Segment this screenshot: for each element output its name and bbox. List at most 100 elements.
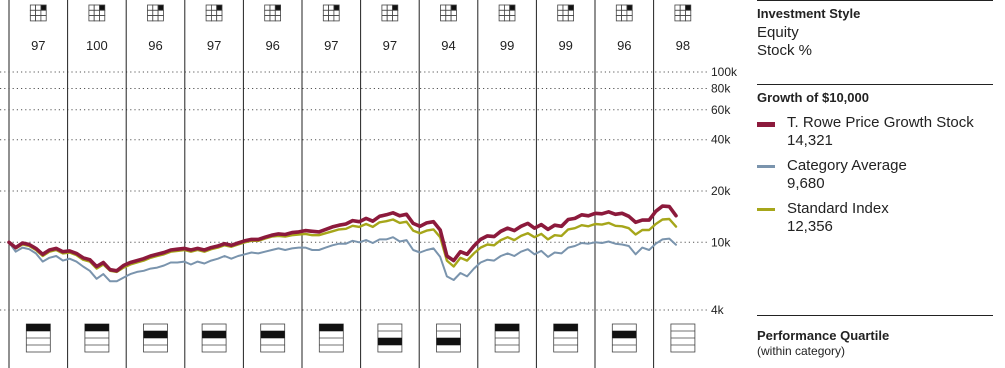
stock-pct-value: 97 [383,38,397,53]
stock-pct-value: 97 [31,38,45,53]
legend-value: 12,356 [787,218,833,235]
style-box-cell [40,4,47,11]
style-box-cell [509,4,516,11]
quartile-row [25,323,696,353]
series-line [8,236,677,283]
style-box-cell [685,15,692,22]
legend-item-growth-stock: T. Rowe Price Growth Stock 14,321 [757,114,993,150]
style-box-cell [99,15,106,22]
stock-pct-value: 98 [676,38,690,53]
style-box-cell [269,15,276,22]
quartile-subtitle: (within category) [757,344,846,358]
style-box-cell [147,15,154,22]
period-dividers [8,0,655,368]
style-box-cell [562,4,569,11]
quartile-filled [84,324,109,331]
style-box-cell [274,15,281,22]
style-box-cell [450,15,457,22]
stock-pct-value: 99 [558,38,572,53]
style-box-cell [445,15,452,22]
style-box-cell [88,15,95,22]
style-box-cell [392,15,399,22]
style-box-cell [685,9,692,17]
style-box-icon [381,4,399,22]
stock-pct-value: 97 [324,38,338,53]
quartile-icon [553,323,579,353]
stock-pct-value: 96 [148,38,162,53]
style-box-cell [147,4,154,11]
style-box-cell [567,9,574,17]
investment-style-title: Investment Style [757,6,861,21]
style-box-cell [679,15,686,22]
style-box-cell [29,4,36,11]
style-box-cell [29,9,36,17]
style-box-cell [210,9,218,17]
style-box-cell [328,9,335,17]
style-box-cell [386,9,393,17]
chart-series-lines [7,204,678,283]
legend-name: Standard Index [787,200,889,217]
style-box-cell [557,9,564,17]
style-box-cell [626,15,633,22]
style-box-cell [264,15,271,22]
style-box-icon [615,4,633,22]
style-box-cell [440,15,447,22]
y-tick-label: 80k [711,81,731,95]
style-box-cell [322,9,329,17]
style-box-cell [626,4,633,11]
style-box-cell [216,4,223,11]
style-box-cell [269,9,276,17]
style-box-cell [216,9,223,17]
quartile-icon [494,323,520,353]
style-box-cell [621,9,628,17]
style-box-cell [450,4,457,11]
section-divider [757,315,993,316]
stock-pct-value: 99 [500,38,514,53]
style-box-icon [29,4,47,22]
quartile-icon [260,323,286,353]
style-box-cell [679,9,686,17]
quartile-icon [25,323,51,353]
style-box-cell [615,4,622,11]
style-box-cell [503,15,511,22]
style-box-cell [35,15,42,22]
style-box-cell [386,15,393,22]
style-box-cell [147,9,154,17]
style-box-cell [328,15,335,22]
style-box-icon [88,4,106,22]
style-box-cell [99,4,106,11]
quartile-icon [377,323,403,353]
quartile-filled [202,331,227,338]
quartile-icon [143,323,168,353]
style-box-cell [392,4,399,11]
quartile-filled [495,324,520,331]
style-box-cell [205,9,212,17]
quartile-filled [319,324,344,331]
style-box-cell [264,9,271,17]
quartile-icon [84,323,110,353]
style-box-cell [386,4,393,11]
style-box-cell [498,9,505,17]
style-box-cell [450,9,457,17]
style-box-cell [445,4,452,11]
quartile-icon [670,323,696,353]
style-box-cell [210,15,218,22]
style-box-cell [509,9,516,17]
style-box-cell [615,9,622,17]
style-box-cell [509,15,516,22]
quartile-icon [318,323,344,353]
series-line [7,204,678,273]
investment-style-equity: Equity [757,24,799,41]
style-box-cell [381,4,388,11]
style-box-cell [274,9,281,17]
chart-sidebar: Investment Style Equity Stock % Growth o… [757,0,997,368]
style-box-cell [562,15,569,22]
quartile-filled [26,324,51,331]
legend-name: T. Rowe Price Growth Stock [787,114,974,131]
style-box-cell [333,4,340,11]
chart-gridlines [0,71,708,311]
style-box-cell [557,15,564,22]
style-box-cell [269,4,276,11]
style-box-cell [567,4,574,11]
legend-item-standard-index: Standard Index 12,356 [757,200,993,236]
